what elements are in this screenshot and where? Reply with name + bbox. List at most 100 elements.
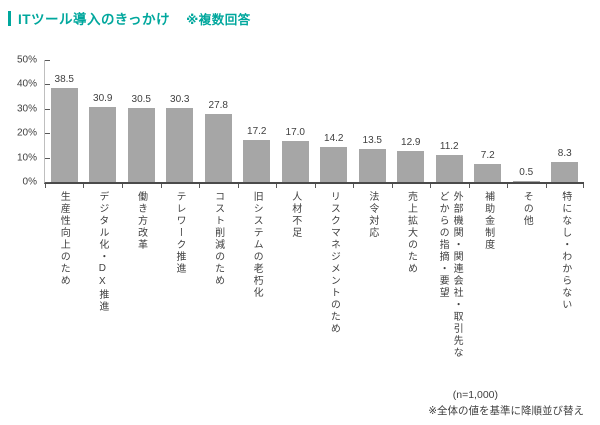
bar-value-label: 27.8 xyxy=(208,100,228,112)
category-label: 働き方改革 xyxy=(135,191,147,251)
bar-cell: 11.2 xyxy=(430,60,469,182)
bar-cell: 7.2 xyxy=(469,60,508,182)
bar xyxy=(397,150,425,182)
category-label-cell: 外部機関・関連会社・取引先な どからの指摘・要望 xyxy=(430,191,469,359)
bar xyxy=(204,114,232,182)
category-label-cell: リスクマネジメントのため xyxy=(314,191,353,359)
category-label: その他 xyxy=(521,191,533,227)
category-label: 法令対応 xyxy=(366,191,378,239)
category-label-cell: その他 xyxy=(507,191,546,359)
bar-cell: 17.2 xyxy=(238,60,277,182)
y-axis-tick-mark xyxy=(45,60,50,61)
x-axis-tick-mark xyxy=(237,184,239,188)
category-label-cell: 法令対応 xyxy=(353,191,392,359)
category-label-cell: 働き方改革 xyxy=(121,191,160,359)
x-axis-tick-mark xyxy=(45,184,46,188)
bar-cell: 13.5 xyxy=(353,60,392,182)
bar-value-label: 7.2 xyxy=(480,150,495,162)
bar-chart: 38.5 30.9 30.5 30.3 27.8 17.2 17.0 14.2 13.5 12.9… xyxy=(17,55,585,359)
bar-value-label: 30.3 xyxy=(170,94,190,106)
bar-value-label: 11.2 xyxy=(439,140,459,152)
category-label: コスト削減のため xyxy=(212,191,224,287)
y-axis-tick-mark xyxy=(45,157,50,159)
bar-value-label: 13.5 xyxy=(362,135,382,147)
bar-cell: 12.9 xyxy=(392,60,431,182)
category-label: 補助金制度 xyxy=(482,191,494,251)
category-label-cell: 旧システムの老朽化 xyxy=(237,191,276,359)
category-label-cell: テレワーク推進 xyxy=(160,191,199,359)
x-axis-tick-mark xyxy=(121,184,123,188)
sample-size-label: (n=1,000) xyxy=(452,389,498,401)
bar-cell: 8.3 xyxy=(546,60,585,182)
bar-value-label: 8.3 xyxy=(557,147,572,159)
bar-cell: 27.8 xyxy=(199,60,238,182)
category-label: 旧システムの老朽化 xyxy=(251,191,263,299)
bar xyxy=(474,164,502,182)
x-axis-tick-mark xyxy=(160,184,162,188)
category-label: 生産性向上のため xyxy=(58,191,70,287)
bar-cell: 17.0 xyxy=(276,60,315,182)
bar xyxy=(435,154,463,182)
y-axis-tick-label: 10% xyxy=(16,152,37,164)
x-axis-tick-mark xyxy=(430,184,431,188)
bar xyxy=(50,88,78,182)
plot-area: 38.5 30.9 30.5 30.3 27.8 17.2 17.0 14.2 13.5 12.9… xyxy=(17,55,585,188)
x-axis-tick-mark xyxy=(314,184,316,188)
bar xyxy=(358,149,386,182)
bar xyxy=(512,180,540,182)
y-axis-tick-mark xyxy=(45,182,50,183)
bar-cell: 30.9 xyxy=(84,60,123,182)
bar xyxy=(551,161,579,182)
category-label-cell: 人材不足 xyxy=(275,191,314,359)
bar-cell: 30.5 xyxy=(122,60,161,182)
x-axis-tick-mark xyxy=(276,184,277,188)
title-accent-bar xyxy=(8,10,11,26)
category-label: 人材不足 xyxy=(289,191,301,239)
category-label: テレワーク推進 xyxy=(174,191,186,275)
category-label: 売上拡大のため xyxy=(405,191,417,275)
bar xyxy=(89,106,117,182)
bar-cell: 14.2 xyxy=(315,60,354,182)
bar-value-label: 14.2 xyxy=(324,133,344,145)
x-axis-tick-mark xyxy=(468,184,470,188)
bar-cell: 0.5 xyxy=(507,60,546,182)
x-axis-tick-mark xyxy=(391,184,393,188)
category-label: デジタル化・DX推進 xyxy=(96,191,108,313)
category-label-cell: デジタル化・DX推進 xyxy=(83,191,122,359)
bar xyxy=(320,147,348,182)
y-axis-tick-mark xyxy=(45,108,50,110)
y-axis-tick-mark xyxy=(45,133,50,135)
chart-footer: (n=1,000) ※全体の値を基準に降順並び替え xyxy=(428,389,584,418)
category-label: 特になし・わからない xyxy=(559,191,571,311)
y-axis-tick-label: 40% xyxy=(16,78,37,90)
bar-value-label: 30.5 xyxy=(131,93,151,105)
x-axis-tick-mark xyxy=(545,184,547,188)
category-label: 外部機関・関連会社・取引先な どからの指摘・要望 xyxy=(437,191,463,359)
y-axis-tick-label: 50% xyxy=(16,54,37,66)
sort-footnote: ※全体の値を基準に降順並び替え xyxy=(428,405,584,417)
chart-header: ITツール導入のきっかけ ※複数回答 xyxy=(8,8,251,28)
category-label-cell: コスト削減のため xyxy=(198,191,237,359)
y-axis-tick-label: 20% xyxy=(16,127,37,139)
x-axis-tick-mark xyxy=(198,184,200,188)
bar xyxy=(127,107,155,182)
bar-value-label: 38.5 xyxy=(54,74,74,86)
bar xyxy=(243,140,271,182)
chart-subtitle: ※複数回答 xyxy=(186,12,251,27)
bar-value-label: 30.9 xyxy=(93,92,113,104)
bar-cell: 30.3 xyxy=(161,60,200,182)
category-label-cell: 生産性向上のため xyxy=(44,191,83,359)
category-labels: 生産性向上のため デジタル化・DX推進 働き方改革 テレワーク推進 コスト削減のため 旧シ… xyxy=(44,191,584,359)
y-axis-tick-label: 30% xyxy=(16,103,37,115)
bar-value-label: 17.0 xyxy=(285,126,305,138)
category-label-cell: 特になし・わからない xyxy=(546,191,585,359)
category-label-cell: 補助金制度 xyxy=(468,191,507,359)
x-axis-tick-mark xyxy=(352,184,354,188)
bar xyxy=(166,108,194,182)
bar-cell: 38.5 xyxy=(45,60,84,182)
x-axis-tick-mark xyxy=(83,184,85,188)
chart-title: ITツール導入のきっかけ xyxy=(18,12,171,27)
bar-value-label: 17.2 xyxy=(247,126,267,138)
x-axis-tick-mark xyxy=(507,184,508,188)
y-axis-tick-label: 0% xyxy=(22,176,37,188)
